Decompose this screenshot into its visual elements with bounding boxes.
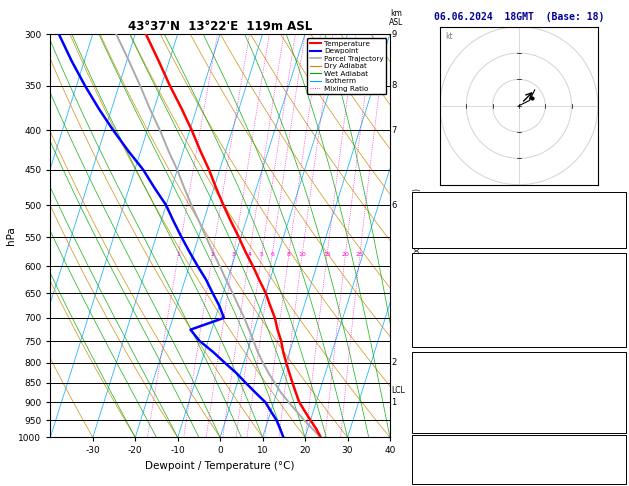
- Text: 15: 15: [323, 252, 331, 258]
- Text: PW (cm): PW (cm): [415, 234, 450, 243]
- Text: kt: kt: [445, 32, 453, 41]
- Text: 6: 6: [618, 445, 623, 454]
- Text: km
ASL: km ASL: [389, 9, 403, 27]
- Text: Lifted Index: Lifted Index: [415, 309, 475, 318]
- Text: 6: 6: [270, 252, 274, 258]
- Legend: Temperature, Dewpoint, Parcel Trajectory, Dry Adiabat, Wet Adiabat, Isotherm, Mi: Temperature, Dewpoint, Parcel Trajectory…: [307, 37, 386, 94]
- Text: 5: 5: [260, 252, 264, 258]
- Text: 4: 4: [618, 323, 623, 331]
- Text: 1: 1: [618, 395, 623, 404]
- Text: 1004: 1004: [603, 368, 623, 377]
- Text: Lifted Index: Lifted Index: [415, 395, 475, 404]
- Text: θₑ(K): θₑ(K): [415, 295, 440, 305]
- Text: 6: 6: [618, 474, 623, 483]
- Text: EH: EH: [415, 445, 425, 454]
- Text: 2: 2: [391, 358, 396, 367]
- Text: 14.9: 14.9: [603, 282, 623, 291]
- Text: 12: 12: [613, 197, 623, 206]
- X-axis label: Dewpoint / Temperature (°C): Dewpoint / Temperature (°C): [145, 461, 295, 471]
- Text: Totals Totals: Totals Totals: [415, 215, 480, 225]
- Text: 1: 1: [176, 252, 181, 258]
- Text: CIN (J): CIN (J): [415, 421, 450, 431]
- Text: 1: 1: [391, 398, 396, 407]
- Title: 43°37'N  13°22'E  119m ASL: 43°37'N 13°22'E 119m ASL: [128, 20, 312, 33]
- Text: 327: 327: [608, 381, 623, 390]
- Text: 2.33: 2.33: [603, 234, 623, 243]
- Text: Temp (°C): Temp (°C): [415, 269, 460, 278]
- Text: Pressure (mb): Pressure (mb): [415, 368, 480, 377]
- Text: Most Unstable: Most Unstable: [486, 354, 552, 364]
- Text: 41: 41: [613, 215, 623, 225]
- Text: 10: 10: [298, 252, 306, 258]
- Text: 1: 1: [618, 309, 623, 318]
- Text: 06.06.2024  18GMT  (Base: 18): 06.06.2024 18GMT (Base: 18): [434, 12, 604, 22]
- Text: CAPE (J): CAPE (J): [415, 323, 455, 331]
- Text: 23.7: 23.7: [603, 269, 623, 278]
- Text: 9: 9: [391, 30, 396, 38]
- Text: Mixing Ratio (g/kg): Mixing Ratio (g/kg): [413, 188, 422, 261]
- Text: 20: 20: [342, 252, 349, 258]
- Text: 4: 4: [247, 252, 252, 258]
- Text: © weatheronline.co.uk: © weatheronline.co.uk: [470, 476, 567, 486]
- Text: CAPE (J): CAPE (J): [415, 408, 455, 417]
- Text: 159: 159: [608, 336, 623, 345]
- Text: StmDir: StmDir: [415, 465, 445, 473]
- Text: 8: 8: [391, 81, 397, 90]
- Text: 6: 6: [391, 201, 397, 209]
- Text: 17: 17: [613, 455, 623, 464]
- Text: 2: 2: [211, 252, 214, 258]
- Text: CIN (J): CIN (J): [415, 336, 450, 345]
- Text: θₑ (K): θₑ (K): [415, 381, 445, 390]
- Text: 25: 25: [356, 252, 364, 258]
- Text: 327: 327: [608, 295, 623, 305]
- Text: 7: 7: [391, 126, 397, 135]
- Text: SREH: SREH: [415, 455, 435, 464]
- Text: Dewp (°C): Dewp (°C): [415, 282, 460, 291]
- Text: LCL: LCL: [391, 386, 405, 395]
- Text: StmSpd (kt): StmSpd (kt): [415, 474, 470, 483]
- Text: Hodograph: Hodograph: [496, 435, 542, 444]
- Text: Surface: Surface: [501, 255, 537, 264]
- Text: 159: 159: [608, 421, 623, 431]
- Text: 4: 4: [618, 408, 623, 417]
- Text: 314°: 314°: [603, 465, 623, 473]
- Text: 3: 3: [231, 252, 236, 258]
- Y-axis label: hPa: hPa: [6, 226, 16, 245]
- Text: 8: 8: [287, 252, 291, 258]
- Text: K: K: [415, 197, 420, 206]
